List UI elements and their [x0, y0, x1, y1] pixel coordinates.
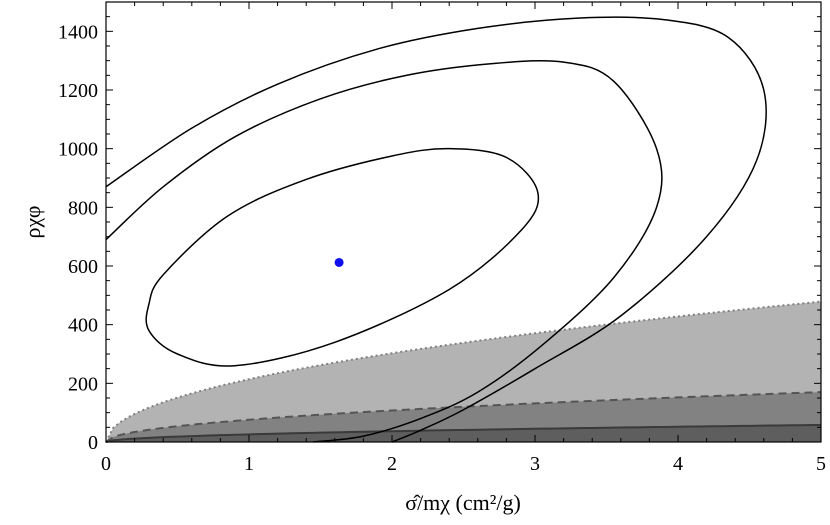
axis-ticks	[105, 1, 822, 443]
best-fit-point	[334, 257, 344, 267]
y-tick-label: 1200	[58, 80, 98, 102]
band-fill-solid	[106, 424, 821, 442]
band-boundary-dotted	[105, 300, 822, 443]
y-tick-label: 400	[68, 315, 98, 337]
y-tick-label: 0	[88, 432, 98, 454]
best-fit-markers	[334, 257, 344, 267]
y-tick-label: 800	[68, 197, 98, 219]
x-tick-label: 4	[673, 453, 683, 475]
x-tick-label: 3	[530, 453, 540, 475]
contour-middle	[105, 59, 663, 443]
contour-outer	[105, 16, 767, 443]
y-tick-label: 1400	[58, 21, 98, 43]
y-tick-label: 600	[68, 256, 98, 278]
contour-inner	[145, 147, 540, 367]
x-tick-labels: 0 1 2 3 4 5	[101, 453, 826, 475]
x-tick-label: 0	[101, 453, 111, 475]
y-tick-label: 200	[68, 373, 98, 395]
exclusion-bands	[105, 300, 822, 443]
y-axis-title: ρχφ	[20, 206, 45, 239]
band-boundary-dashed	[105, 391, 822, 443]
x-axis-title: σ̂/mχ (cm²/g)	[405, 490, 521, 515]
contour-lines	[105, 16, 767, 443]
y-tick-labels: 0 200 400 600 800 1000 1200 1400	[58, 21, 98, 454]
band-boundary-solid	[105, 423, 822, 443]
y-tick-label: 1000	[58, 139, 98, 161]
x-tick-label: 2	[387, 453, 397, 475]
x-tick-label: 5	[816, 453, 826, 475]
x-tick-label: 1	[244, 453, 254, 475]
